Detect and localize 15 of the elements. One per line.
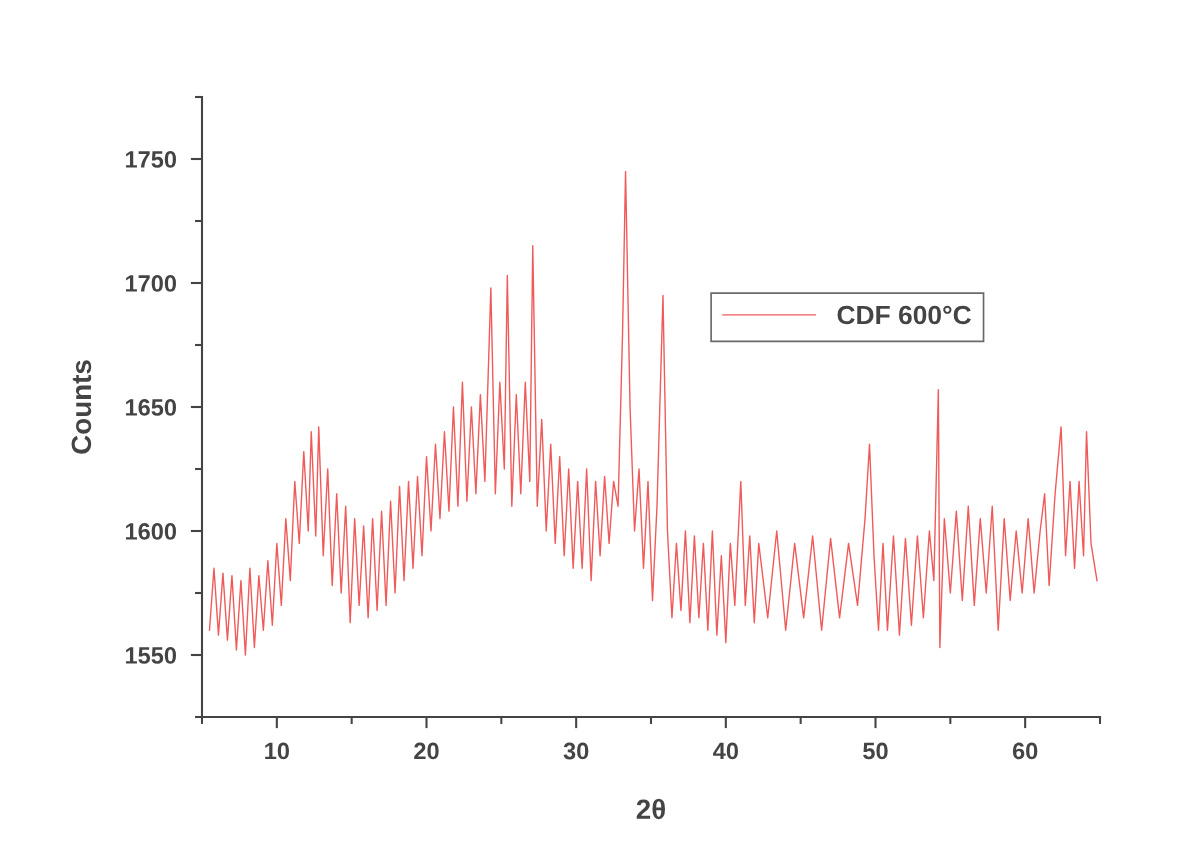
x-tick-label: 60 xyxy=(1012,742,1038,760)
y-axis-title: Counts xyxy=(71,360,92,454)
x-tick-label: 10 xyxy=(265,742,289,760)
x-tick-label: 40 xyxy=(713,742,738,760)
y-tick-label: 1700 xyxy=(125,275,177,292)
y-tick-label: 1600 xyxy=(125,523,177,540)
legend-label: CDF 600°C xyxy=(837,305,971,325)
x-tick-label: 30 xyxy=(563,742,589,760)
y-tick-label: 1550 xyxy=(125,647,177,664)
x-tick-label: 20 xyxy=(414,742,439,760)
y-tick-label: 1650 xyxy=(125,399,177,416)
x-tick-label: 50 xyxy=(863,742,888,760)
x-axis-title: 2θ xyxy=(636,798,666,820)
line-series xyxy=(208,170,1098,656)
y-tick-label: 1750 xyxy=(125,151,177,168)
